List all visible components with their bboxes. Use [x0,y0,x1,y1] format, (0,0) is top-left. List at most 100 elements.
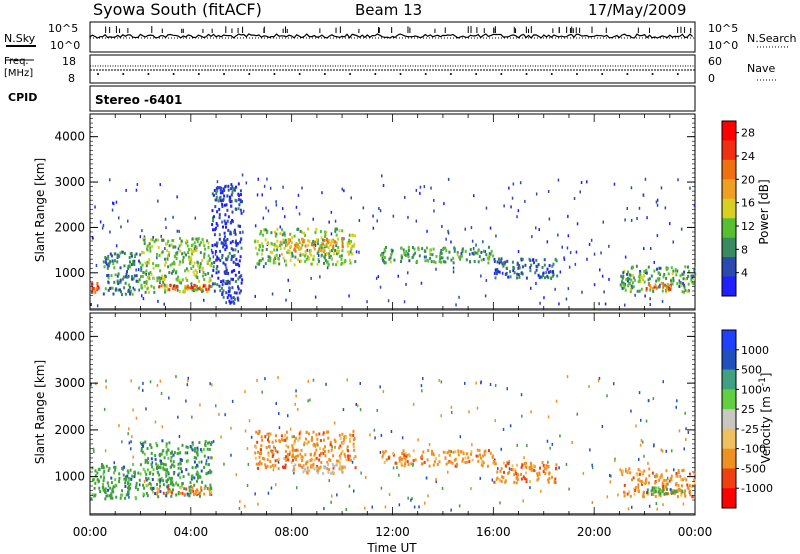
data-cell [278,262,281,266]
data-cell [422,450,425,454]
data-cell [167,239,170,243]
data-cell [287,241,290,245]
data-cell [178,263,181,267]
scatter-cell [343,189,345,193]
data-cell [272,261,275,265]
data-cell [545,271,548,275]
data-cell [110,481,113,485]
data-cell [445,249,448,253]
data-cell [456,251,459,255]
data-cell [112,490,115,494]
scatter-cell [557,233,559,237]
data-cell [119,266,122,270]
data-cell [455,464,458,468]
scatter-cell [591,501,594,504]
data-cell [334,249,337,252]
data-cell [282,465,284,469]
data-cell [414,251,417,255]
data-cell [493,460,495,463]
scatter-cell [379,385,381,389]
data-cell [384,249,387,253]
data-cell [436,463,439,466]
scatter-cell [440,380,443,384]
data-cell [226,271,228,275]
data-cell [453,247,456,251]
scatter-cell [331,445,333,449]
data-cell [688,484,691,488]
data-cell [338,446,341,450]
data-cell [162,483,165,487]
data-cell [266,231,268,234]
data-cell [480,456,482,460]
scatter-cell [522,499,524,503]
data-cell [444,457,447,460]
data-cell [237,262,239,266]
data-cell [240,211,243,215]
data-cell [421,462,424,466]
data-cell [418,254,421,258]
data-cell [628,282,631,286]
scatter-cell [555,399,558,403]
data-cell [169,465,172,469]
data-cell [335,263,337,267]
data-cell [261,252,263,256]
scatter-cell [235,473,238,477]
data-cell [341,449,344,453]
scatter-cell [547,190,550,193]
scatter-cell [648,504,651,508]
scatter-cell [149,380,152,384]
scatter-cell [210,248,213,252]
data-cell [161,439,164,443]
data-cell [141,450,144,454]
data-cell [193,456,196,460]
data-cell [172,463,175,467]
data-cell [94,469,97,473]
data-cell [533,465,536,468]
data-cell [686,486,689,490]
scatter-cell [159,379,162,383]
data-cell [322,447,325,451]
data-cell [153,290,156,294]
data-cell [532,258,535,262]
scatter-cell [540,489,542,493]
data-cell [546,274,549,278]
data-cell [193,449,196,453]
data-cell [119,251,122,255]
data-cell [338,433,341,437]
data-cell [337,251,340,255]
data-cell [407,245,410,249]
power-colorbar-tick-label: 16 [741,197,755,210]
data-cell [298,463,301,467]
power-colorbar-segment [722,140,736,161]
data-cell [176,251,179,255]
scatter-cell [403,300,406,304]
scatter-cell [669,222,671,226]
scatter-cell [111,208,114,212]
data-cell [638,275,641,279]
data-cell [521,463,524,467]
data-cell [472,252,475,256]
data-cell [323,450,326,453]
data-cell [338,454,341,458]
data-cell [280,434,283,438]
data-cell [172,284,175,288]
data-cell [260,451,263,455]
scatter-cell [295,205,298,209]
data-cell [212,282,214,286]
data-cell [645,477,648,481]
data-cell [545,464,548,468]
data-cell [296,228,299,232]
data-cell [320,249,323,252]
time-axis-labels: 00:00 04:00 08:00 12:00 16:00 20:00 00:00 [73,525,713,539]
scatter-cell [326,266,329,270]
data-cell [145,484,148,488]
data-cell [273,242,276,246]
data-cell [156,466,159,469]
scatter-cell [112,201,114,205]
data-cell [215,198,218,202]
scatter-cell [441,487,444,490]
data-cell [271,440,274,444]
data-cell [198,279,201,283]
data-cell [273,248,276,252]
scatter-cell [185,399,187,403]
